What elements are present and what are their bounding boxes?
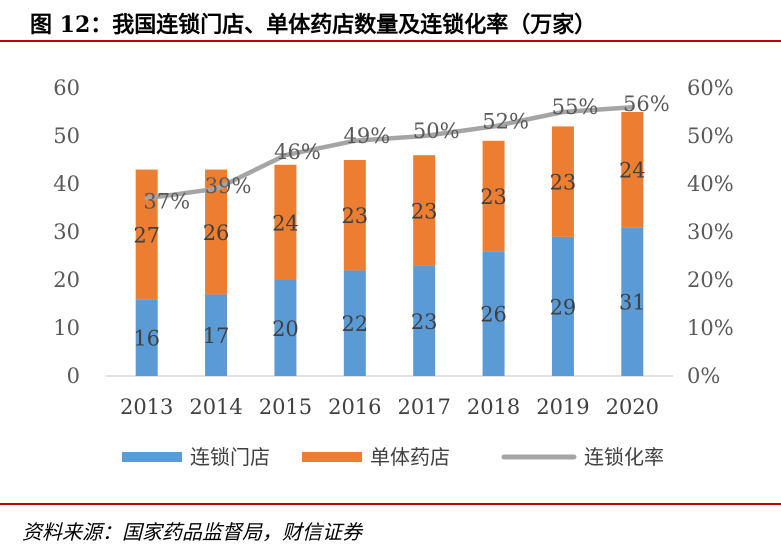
x-tick-label: 2013 — [120, 395, 173, 419]
left-tick-label: 20 — [53, 268, 80, 292]
rate-line — [144, 104, 635, 201]
left-tick-label: 60 — [53, 76, 80, 100]
data-label-rate: 39% — [205, 174, 252, 198]
source-divider — [0, 503, 781, 505]
bar-single-2018 — [482, 140, 505, 252]
data-label-single: 27 — [133, 223, 160, 247]
data-label-single: 23 — [341, 204, 368, 228]
data-label-single: 23 — [411, 199, 438, 223]
data-label-chain: 29 — [550, 295, 577, 319]
right-tick-label: 50% — [687, 124, 734, 148]
bar-chain-2014 — [205, 294, 228, 376]
bars — [135, 112, 644, 376]
bar-single-2020 — [621, 112, 644, 228]
left-tick-label: 50 — [53, 124, 80, 148]
data-label-single: 26 — [203, 221, 230, 245]
source-note: 资料来源：国家药品监督局，财信证券 — [22, 520, 362, 544]
left-tick-label: 30 — [53, 220, 80, 244]
data-label-rate: 37% — [143, 189, 190, 213]
right-tick-label: 10% — [687, 316, 734, 340]
bar-single-2017 — [413, 155, 436, 266]
legend-label-single: 单体药店 — [370, 445, 450, 469]
data-label-rate: 52% — [482, 109, 529, 133]
legend-swatch-single — [302, 452, 362, 462]
legend-swatch-chain — [122, 452, 182, 462]
bar-single-2016 — [343, 160, 366, 271]
bar-labels: 16 27 17 26 20 24 22 23 23 23 26 23 29 23 31 24 37% 39% 46… — [133, 92, 669, 350]
data-label-rate: 56% — [623, 92, 670, 116]
x-tick-label: 2016 — [328, 395, 381, 419]
x-tick-label: 2018 — [467, 395, 520, 419]
legend: 连锁门店 单体药店 连锁化率 — [122, 445, 664, 469]
data-label-chain: 31 — [619, 291, 646, 315]
figure-title: 图 12：我国连锁门店、单体药店数量及连锁化率（万家） — [0, 0, 781, 42]
data-label-chain: 26 — [480, 303, 507, 327]
right-axis: 0% 10% 20% 30% 40% 50% 60% — [687, 76, 734, 388]
left-tick-label: 40 — [53, 172, 80, 196]
legend-label-chain: 连锁门店 — [190, 445, 270, 469]
bar-single-2019 — [551, 126, 574, 237]
data-label-rate: 55% — [552, 95, 599, 119]
bar-chain-2015 — [274, 280, 297, 376]
data-label-rate: 50% — [413, 119, 460, 143]
bar-single-2014 — [205, 169, 228, 295]
bar-single-2015 — [274, 164, 297, 280]
data-label-single: 24 — [272, 211, 299, 235]
data-label-single: 23 — [480, 185, 507, 209]
data-label-chain: 16 — [133, 327, 160, 351]
data-label-chain: 20 — [272, 317, 299, 341]
bar-chain-2013 — [135, 299, 158, 376]
data-label-chain: 23 — [411, 310, 438, 334]
left-tick-label: 0 — [67, 364, 80, 388]
data-label-single: 24 — [619, 159, 646, 183]
x-tick-label: 2019 — [536, 395, 589, 419]
bar-chain-2016 — [343, 270, 366, 376]
bar-chain-2020 — [621, 227, 644, 376]
data-label-rate: 49% — [343, 124, 390, 148]
right-tick-label: 60% — [687, 76, 734, 100]
bar-single-2013 — [135, 169, 158, 300]
right-tick-label: 20% — [687, 268, 734, 292]
x-tick-label: 2017 — [397, 395, 450, 419]
right-tick-label: 40% — [687, 172, 734, 196]
bar-chain-2018 — [482, 251, 505, 376]
rate-line-group — [144, 104, 635, 201]
bar-chain-2019 — [551, 236, 574, 376]
bar-chain-2017 — [413, 265, 436, 376]
data-label-chain: 17 — [203, 324, 230, 348]
x-tick-label: 2015 — [259, 395, 312, 419]
legend-label-rate: 连锁化率 — [584, 445, 664, 469]
left-axis: 0 10 20 30 40 50 60 — [53, 76, 80, 388]
x-tick-label: 2014 — [189, 395, 242, 419]
x-axis: 2013 2014 2015 2016 2017 2018 2019 2020 — [120, 395, 659, 419]
right-tick-label: 30% — [687, 220, 734, 244]
data-label-single: 23 — [550, 171, 577, 195]
x-tick-label: 2020 — [606, 395, 659, 419]
data-label-rate: 46% — [274, 140, 321, 164]
left-tick-label: 10 — [53, 316, 80, 340]
data-label-chain: 22 — [341, 312, 368, 336]
right-tick-label: 0% — [687, 364, 720, 388]
